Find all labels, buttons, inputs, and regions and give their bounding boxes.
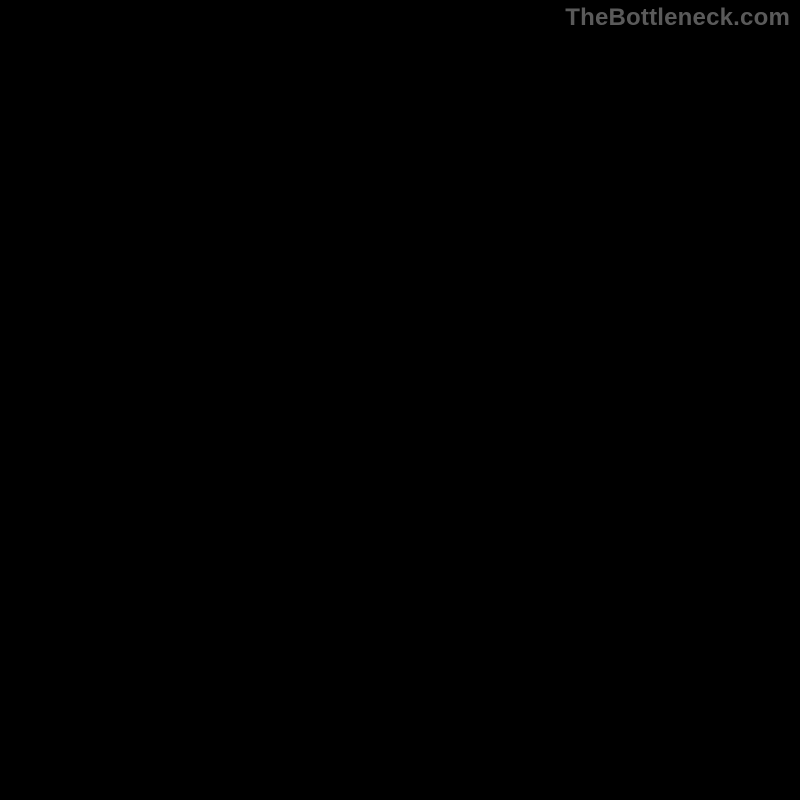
watermark-label: TheBottleneck.com: [565, 4, 790, 32]
plot-frame: [0, 0, 800, 800]
